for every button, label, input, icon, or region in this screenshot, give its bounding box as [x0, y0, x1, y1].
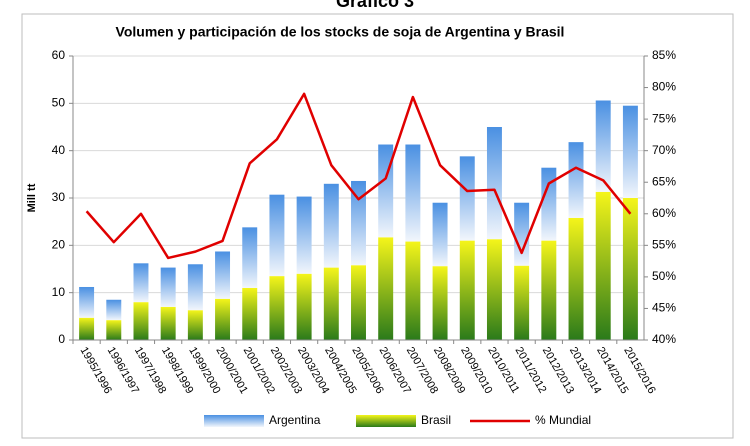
bar-segment [405, 144, 421, 242]
bar-segment [459, 240, 475, 340]
legend-label: Argentina [269, 413, 321, 427]
chart-title: Volumen y participación de los stocks de… [116, 24, 565, 40]
bar-segment [187, 264, 203, 311]
y2-tick-label: 45% [652, 301, 676, 315]
bar-segment [432, 202, 448, 267]
bar-segment [133, 263, 149, 303]
legend-swatch [356, 415, 416, 427]
y2-tick-label: 50% [652, 269, 676, 283]
bar-segment [187, 310, 203, 340]
legend-label: % Mundial [535, 413, 591, 427]
bar-segment [486, 127, 502, 240]
bar-segment [215, 298, 231, 340]
bar-segment [323, 183, 339, 268]
bar-segment [160, 306, 176, 340]
chart-frame [21, 13, 734, 439]
bar-segment [296, 196, 312, 274]
y-tick-label: 30 [52, 190, 66, 204]
bar-segment [351, 265, 366, 340]
line-series [85, 92, 632, 260]
y-tick-label: 50 [52, 96, 66, 110]
bar-segment [514, 202, 530, 266]
bar-segment [541, 167, 557, 241]
bar-segment [106, 299, 122, 321]
bar-segment [378, 237, 394, 340]
bar-segment [378, 144, 394, 238]
bar-segment [323, 267, 339, 340]
bar-segment [405, 241, 421, 340]
y-tick-label: 20 [52, 238, 66, 252]
bar-segment [595, 100, 611, 192]
y-tick-label: 40 [52, 143, 66, 157]
bar-segment [242, 227, 258, 288]
y-axis-label: Mill tt [26, 183, 38, 212]
legend-swatch [204, 415, 264, 427]
bar-segment [269, 194, 285, 277]
y2-tick-label: 85% [652, 48, 676, 62]
y2-tick-label: 40% [652, 332, 676, 346]
bar-segment [568, 142, 584, 218]
bar-segment [106, 320, 122, 340]
bar-segment [622, 105, 638, 198]
legend-label: Brasil [421, 413, 451, 427]
bar-segment [568, 217, 584, 340]
bar-segment [296, 273, 312, 340]
bar-segment [459, 156, 475, 241]
bar-segment [432, 266, 448, 340]
bar-segment [269, 276, 285, 340]
bar-segment [160, 267, 176, 307]
bar-segment [242, 287, 258, 340]
chart-heading: Gráfico 3 [336, 0, 414, 11]
bar-segment [79, 317, 95, 340]
y2-tick-label: 65% [652, 174, 676, 188]
y2-tick-label: 70% [652, 143, 676, 157]
y-tick-label: 60 [52, 48, 66, 62]
bar-segment [215, 251, 231, 299]
bar-segment [351, 180, 366, 266]
y-tick-label: 10 [52, 285, 66, 299]
y2-tick-label: 75% [652, 111, 676, 125]
bar-segment [595, 191, 611, 340]
bar-segment [622, 198, 638, 340]
bar-segment [486, 239, 502, 340]
bar-segment [514, 265, 530, 340]
y2-tick-label: 80% [652, 80, 676, 94]
bar-segment [133, 302, 149, 340]
y2-tick-label: 60% [652, 206, 676, 220]
bar-segment [541, 240, 557, 340]
bar-segment [79, 286, 95, 318]
y-tick-label: 0 [58, 332, 65, 346]
y2-tick-label: 55% [652, 238, 676, 252]
